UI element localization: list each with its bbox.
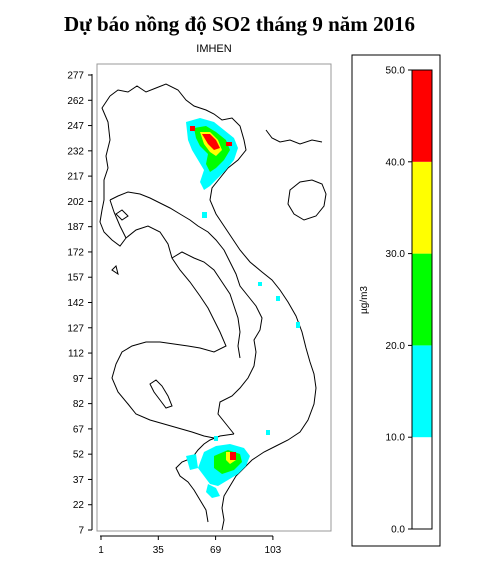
- so2-south-cluster: [186, 444, 250, 498]
- legend-bin: [412, 161, 432, 254]
- y-tick-label: 187: [67, 222, 84, 233]
- island-small-1: [115, 209, 129, 221]
- legend-tick-label: 20.0: [386, 341, 406, 352]
- y-tick-label: 157: [67, 273, 84, 284]
- legend-unit-label: µg/m3: [359, 286, 370, 314]
- y-tick-label: 232: [67, 146, 84, 157]
- y-tick-label: 172: [67, 247, 84, 258]
- legend-tick-label: 40.0: [386, 157, 406, 168]
- x-tick-label: 103: [265, 545, 282, 556]
- y-tick-label: 112: [68, 349, 84, 360]
- vietnam-outline: [99, 83, 317, 531]
- map-subtitle: IMHEN: [196, 43, 232, 55]
- y-ticks: 277 262 247 232 217 202 187 172 157 142 127 112 97 82…: [67, 71, 92, 537]
- legend-tick-label: 30.0: [386, 249, 406, 260]
- y-tick-label: 67: [73, 424, 85, 435]
- legend-bin: [412, 437, 432, 529]
- x-tick-label: 1: [98, 545, 104, 556]
- laos-cambodia-border: [111, 225, 227, 439]
- y-tick-label: 82: [73, 399, 85, 410]
- map-title: Dự báo nồng độ SO2 tháng 9 năm 2016: [63, 12, 416, 36]
- y-tick-label: 247: [67, 121, 84, 132]
- x-tick-label: 69: [210, 545, 222, 556]
- legend-colorbar-frame: [411, 69, 433, 530]
- legend-box: [351, 54, 441, 547]
- legend-tick-label: 0.0: [391, 525, 405, 536]
- hainan-island: [287, 179, 327, 221]
- tonle-sap-lake: [149, 379, 173, 409]
- map-frame: [96, 63, 332, 532]
- y-tick-label: 7: [78, 526, 84, 537]
- legend-bin: [412, 70, 432, 162]
- island-small-2: [111, 265, 119, 276]
- y-tick-label: 142: [67, 298, 84, 309]
- legend-bins: [412, 70, 432, 529]
- y-tick-label: 52: [73, 450, 85, 461]
- legend-tick-label: 10.0: [386, 433, 406, 444]
- legend-bin: [412, 253, 432, 346]
- leizhou-coast: [265, 129, 323, 145]
- x-ticks: 1 35 69 103: [98, 536, 282, 556]
- legend-tick-label: 50.0: [386, 66, 406, 77]
- legend-ticks: 50.0 40.0 30.0 20.0 10.0 0.0: [386, 66, 412, 536]
- y-tick-label: 127: [67, 323, 84, 334]
- legend-bin: [412, 345, 432, 438]
- so2-north-cluster: [186, 118, 300, 441]
- y-tick-label: 22: [73, 500, 85, 511]
- y-tick-label: 262: [67, 96, 84, 107]
- y-tick-label: 202: [67, 197, 84, 208]
- y-tick-label: 277: [67, 71, 84, 82]
- y-tick-label: 97: [73, 374, 85, 385]
- y-tick-label: 37: [73, 475, 85, 486]
- x-tick-label: 35: [153, 545, 165, 556]
- inner-border: [171, 251, 241, 359]
- y-tick-label: 217: [67, 172, 84, 183]
